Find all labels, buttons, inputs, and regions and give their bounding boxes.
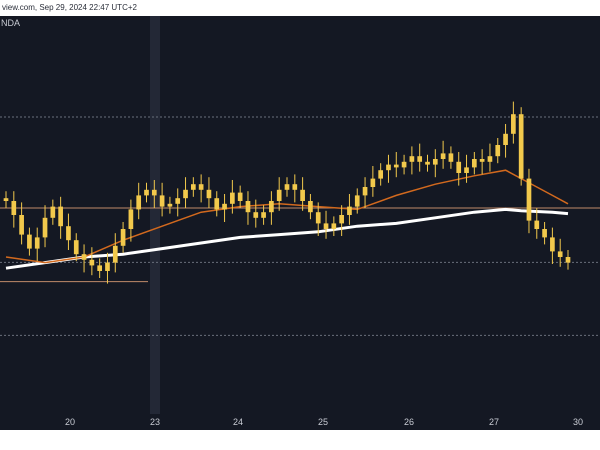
candle-body [362, 187, 368, 196]
x-tick-label: 24 [233, 417, 243, 427]
candle-body [136, 195, 142, 210]
candle-body [284, 184, 290, 190]
candle-body [526, 178, 532, 221]
candle-body [487, 156, 493, 162]
candle-body [417, 156, 423, 162]
candle-body [206, 189, 212, 199]
chart-source-header: view.com, Sep 29, 2024 22:47 UTC+2 [0, 0, 600, 16]
candle-body [261, 212, 266, 218]
candle-body [386, 164, 391, 171]
candle-body [120, 229, 126, 246]
candle-body [73, 240, 79, 255]
candle-body [300, 189, 305, 201]
candle-body [198, 184, 204, 190]
candle-body [550, 237, 555, 252]
candle-body [370, 178, 376, 187]
candle-body [378, 170, 384, 179]
candle-body [27, 234, 32, 249]
x-axis-ticks: 20 23 24 25 26 27 30 [65, 417, 583, 427]
x-tick-label: 20 [65, 417, 75, 427]
candle-body [66, 226, 71, 241]
candle-body [159, 195, 165, 207]
price-chart-svg[interactable]: NDA 20 23 24 25 26 27 30 [0, 16, 600, 450]
candle-body [144, 189, 149, 196]
candle-body [230, 192, 235, 204]
source-timestamp-text: view.com, Sep 29, 2024 22:47 UTC+2 [2, 3, 137, 12]
session-highlight [150, 16, 160, 414]
candle-body [183, 189, 188, 199]
candle-body [190, 184, 196, 190]
candle-body [565, 257, 571, 263]
candle-body [237, 192, 243, 201]
candle-body [97, 265, 103, 271]
candle-body [253, 212, 259, 218]
candle-body [112, 245, 118, 263]
candle-body [308, 201, 313, 213]
x-tick-label: 23 [150, 417, 160, 427]
candle-body [518, 114, 524, 179]
candle-body [276, 189, 282, 201]
candles [3, 101, 571, 284]
candle-body [557, 251, 563, 257]
x-tick-label: 27 [489, 417, 499, 427]
candle-body [339, 215, 344, 224]
candle-body [42, 217, 48, 238]
chart-footer [0, 430, 600, 450]
candle-body [19, 215, 24, 235]
candle-body [534, 220, 540, 229]
candle-body [456, 161, 462, 173]
candle-body [432, 159, 438, 165]
candle-body [58, 206, 63, 227]
candle-body [479, 159, 485, 162]
candle-body [128, 209, 134, 229]
candle-body [542, 229, 547, 238]
candle-body [511, 114, 516, 134]
symbol-label: NDA [1, 18, 20, 28]
candle-body [495, 145, 501, 157]
x-tick-label: 25 [318, 417, 328, 427]
candle-body [222, 203, 227, 210]
candle-body [315, 212, 321, 224]
candle-body [354, 195, 360, 207]
candle-body [448, 153, 454, 162]
candle-body [214, 198, 220, 210]
candle-body [347, 206, 352, 215]
price-chart[interactable]: NDA 20 23 24 25 26 27 30 [0, 16, 600, 450]
candle-body [503, 133, 508, 145]
candle-body [292, 184, 298, 190]
candle-body [50, 206, 56, 218]
candle-body [425, 161, 430, 165]
candle-body [471, 159, 477, 168]
candle-body [175, 198, 181, 204]
candle-body [464, 167, 469, 173]
candle-body [440, 153, 446, 159]
x-tick-label: 30 [573, 417, 583, 427]
candle-body [245, 201, 251, 213]
candle-body [105, 262, 110, 271]
candle-body [3, 198, 9, 201]
candle-body [331, 223, 337, 229]
candle-body [167, 203, 173, 207]
candle-body [34, 237, 40, 249]
candle-body [269, 201, 274, 213]
candle-body [81, 254, 87, 260]
candle-body [401, 161, 407, 168]
candle-body [11, 201, 17, 215]
candle-body [409, 156, 415, 162]
candle-body [89, 259, 95, 266]
candle-body [151, 189, 157, 196]
x-tick-label: 26 [404, 417, 414, 427]
candle-body [323, 223, 329, 229]
candle-body [393, 164, 399, 168]
